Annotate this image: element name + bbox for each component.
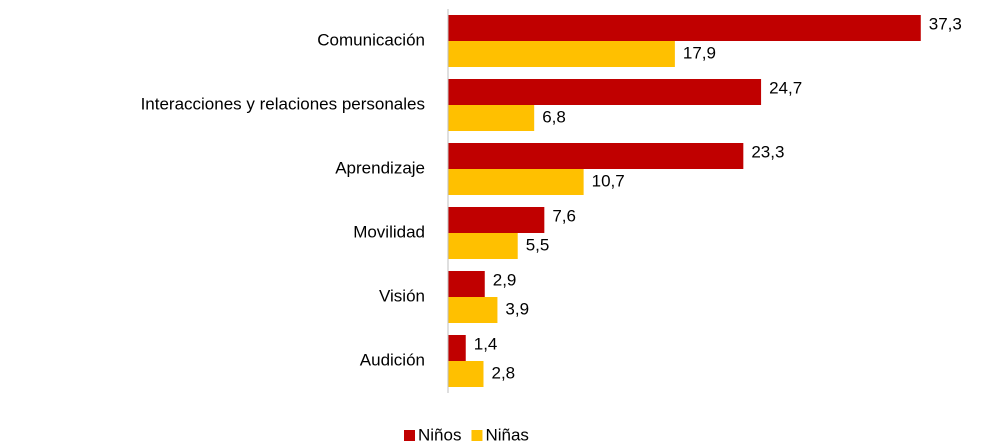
bar xyxy=(448,41,675,67)
bar xyxy=(448,143,744,169)
value-label: 1,4 xyxy=(474,334,498,353)
value-label: 7,6 xyxy=(552,206,576,225)
bar xyxy=(448,361,484,387)
bar xyxy=(448,297,498,323)
legend-label: Niños xyxy=(418,425,461,444)
category-label: Comunicación xyxy=(317,30,425,49)
category-label: Interacciones y relaciones personales xyxy=(141,94,425,113)
value-label: 23,3 xyxy=(751,142,784,161)
bar xyxy=(448,335,466,361)
value-label: 2,8 xyxy=(491,363,515,382)
value-label: 5,5 xyxy=(526,235,550,254)
value-label: 10,7 xyxy=(592,171,625,190)
bar xyxy=(448,207,545,233)
value-label: 17,9 xyxy=(683,43,716,62)
legend-label: Niñas xyxy=(485,425,528,444)
value-label: 37,3 xyxy=(929,14,962,33)
category-label: Audición xyxy=(360,350,425,369)
category-label: Aprendizaje xyxy=(335,158,425,177)
value-label: 24,7 xyxy=(769,78,802,97)
legend-swatch xyxy=(404,430,415,441)
bar xyxy=(448,79,762,105)
category-label: Visión xyxy=(379,286,425,305)
value-label: 3,9 xyxy=(505,299,529,318)
legend-swatch xyxy=(471,430,483,441)
value-label: 6,8 xyxy=(542,107,566,126)
bar xyxy=(448,105,535,131)
category-label: Movilidad xyxy=(353,222,425,241)
bar xyxy=(448,271,485,297)
bar xyxy=(448,15,921,41)
bar xyxy=(448,233,518,259)
value-label: 2,9 xyxy=(493,270,517,289)
bar xyxy=(448,169,584,195)
